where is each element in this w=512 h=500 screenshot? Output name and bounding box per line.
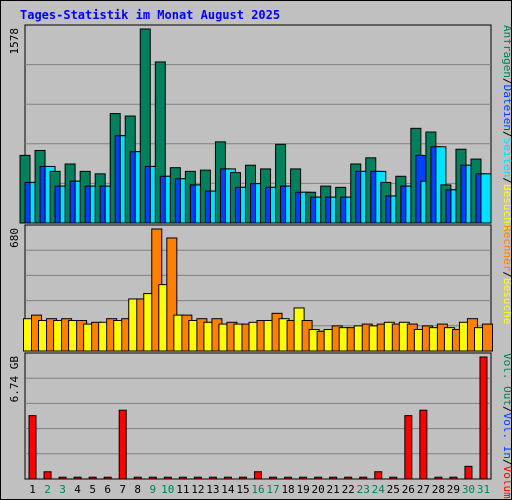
x-tick-label-day-29: 29	[447, 483, 460, 496]
bar-volume-volumen-day-25	[389, 476, 398, 480]
bar-volume-volumen-day-9	[148, 476, 157, 480]
bar-visitors-rechner-day-31	[481, 323, 493, 352]
bar-visitors-rechner-day-10	[166, 237, 178, 352]
bar-volume-volumen-day-16	[254, 471, 262, 480]
legend-volume: Vol. Out/Vol. In/Volumen	[501, 353, 512, 500]
x-tick-label-day-13: 13	[206, 483, 219, 496]
legend-entry: Besuche	[501, 278, 512, 324]
bar-volume-volumen-day-15	[238, 476, 247, 480]
legend-entry: Seiten	[501, 138, 512, 178]
bar-volume-volumen-day-27	[419, 409, 428, 480]
x-tick-label-day-21: 21	[327, 483, 340, 496]
bar-volume-volumen-day-20	[314, 476, 323, 480]
legend-separator: /	[501, 177, 512, 184]
bar-volume-volumen-day-7	[118, 409, 127, 480]
bar-volume-volumen-day-18	[284, 476, 293, 480]
bar-volume-volumen-day-6	[103, 476, 112, 480]
bar-volume-volumen-day-19	[299, 476, 308, 480]
bar-volume-volumen-day-5	[88, 476, 97, 480]
legend-visitors: Rechner/Besuche	[501, 225, 512, 324]
x-tick-label-day-8: 8	[134, 483, 141, 496]
chart-title: Tages-Statistik im Monat August 2025	[20, 8, 281, 22]
legend-separator: /	[501, 406, 512, 413]
x-tick-label-day-30: 30	[462, 483, 475, 496]
panel-volume-area	[24, 352, 492, 480]
legend-separator: /	[501, 459, 512, 466]
bar-volume-volumen-day-13	[208, 476, 217, 480]
legend-requests: Anfragen/Dateien/Seiten/Besuche	[501, 25, 512, 230]
x-tick-label-day-14: 14	[221, 483, 235, 496]
x-tick-label-day-16: 16	[251, 483, 264, 496]
bar-volume-volumen-day-10	[163, 476, 172, 480]
legend-separator: /	[501, 131, 512, 138]
x-tick-label-day-6: 6	[104, 483, 111, 496]
legend-entry: Dateien	[501, 85, 512, 131]
bar-volume-volumen-day-4	[73, 476, 82, 480]
bar-volume-volumen-day-29	[449, 476, 458, 480]
legend-separator: /	[501, 271, 512, 278]
x-tick-label-day-5: 5	[89, 483, 96, 496]
legend-entry: Besuche	[501, 184, 512, 230]
y-max-label-volume: 6.74 GB	[8, 356, 21, 403]
y-max-label-visitors: 680	[8, 228, 21, 248]
x-tick-label-day-17: 17	[266, 483, 279, 496]
x-tick-label-day-10: 10	[161, 483, 174, 496]
legend-entry: Volumen	[501, 466, 512, 500]
bar-volume-volumen-day-21	[329, 476, 338, 480]
x-tick-label-day-19: 19	[296, 483, 309, 496]
x-tick-label-day-9: 9	[149, 483, 156, 496]
x-tick-label-day-24: 24	[372, 483, 386, 496]
bar-volume-volumen-day-24	[374, 471, 383, 480]
x-tick-label-day-22: 22	[342, 483, 355, 496]
x-tick-label-day-20: 20	[312, 483, 325, 496]
bar-requests-seiten-day-31	[480, 173, 492, 224]
x-tick-label-day-2: 2	[44, 483, 51, 496]
legend-entry: Vol. Out	[501, 353, 512, 406]
bar-volume-volumen-day-30	[464, 465, 473, 480]
x-tick-label-day-31: 31	[477, 483, 490, 496]
bar-volume-volumen-day-31	[479, 356, 488, 480]
legend-entry: Rechner	[501, 225, 512, 272]
x-tick-label-day-3: 3	[59, 483, 66, 496]
y-max-label-requests: 1578	[8, 28, 21, 55]
bar-volume-volumen-day-8	[133, 476, 142, 480]
bar-volume-volumen-day-17	[269, 476, 278, 480]
bar-volume-volumen-day-26	[404, 415, 413, 480]
x-tick-label-day-27: 27	[417, 483, 430, 496]
x-tick-label-day-15: 15	[236, 483, 249, 496]
bar-volume-volumen-day-28	[434, 476, 443, 480]
bar-volume-volumen-day-3	[58, 476, 67, 480]
x-tick-label-day-18: 18	[281, 483, 294, 496]
legend-separator: /	[501, 78, 512, 85]
x-tick-label-day-4: 4	[74, 483, 81, 496]
bar-volume-volumen-day-23	[359, 476, 368, 480]
bar-volume-volumen-day-22	[344, 476, 353, 480]
legend-entry: Anfragen	[501, 25, 512, 78]
x-tick-label-day-26: 26	[402, 483, 415, 496]
bar-volume-volumen-day-12	[193, 476, 202, 480]
bar-volume-volumen-day-2	[43, 471, 52, 480]
x-tick-label-day-12: 12	[191, 483, 204, 496]
bar-volume-volumen-day-11	[178, 476, 187, 480]
x-tick-label-day-25: 25	[387, 483, 400, 496]
x-tick-label-day-1: 1	[29, 483, 36, 496]
x-tick-label-day-23: 23	[357, 483, 370, 496]
panel-visitors: 680 Rechner/Besuche	[8, 224, 512, 352]
bar-volume-volumen-day-1	[28, 415, 37, 480]
legend-entry: Vol. In	[501, 413, 512, 459]
x-tick-label-day-11: 11	[176, 483, 189, 496]
x-tick-label-day-28: 28	[432, 483, 445, 496]
x-tick-label-day-7: 7	[119, 483, 126, 496]
bar-volume-volumen-day-14	[223, 476, 232, 480]
